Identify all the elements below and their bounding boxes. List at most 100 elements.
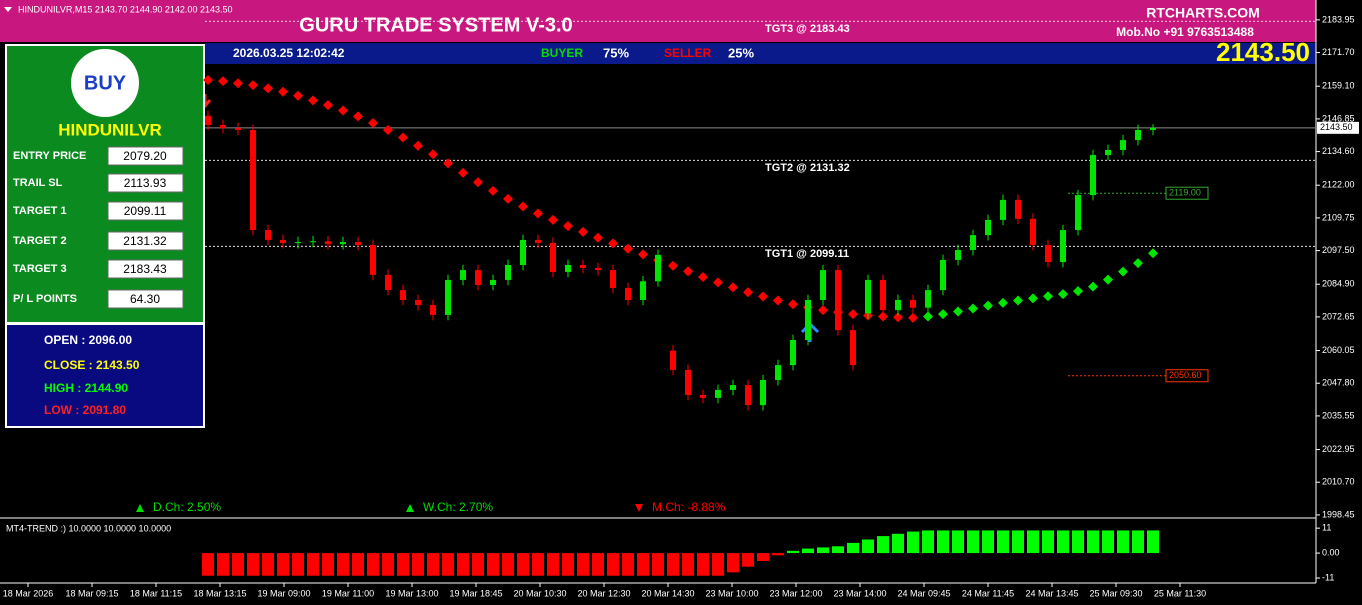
price-tag [1317, 121, 1359, 134]
change-arrow [635, 504, 643, 512]
candle-body [280, 239, 286, 244]
level-box [1165, 186, 1209, 200]
indicator-bar [217, 553, 229, 576]
row-value: 2113.93 [124, 176, 167, 190]
candle-body [880, 279, 886, 311]
candle-body [1000, 199, 1006, 220]
candle-body [265, 230, 271, 240]
indicator-bar [517, 553, 529, 576]
candle-body [370, 244, 376, 275]
indicator-bar [592, 553, 604, 576]
indicator-bar [577, 553, 589, 576]
candle-body [640, 281, 646, 300]
x-tick-label: 18 Mar 2026 [3, 588, 54, 598]
indicator-bar [1042, 530, 1054, 554]
x-tick-label: 25 Mar 09:30 [1089, 588, 1142, 598]
indicator-bar [922, 530, 934, 554]
indicator-bar [967, 530, 979, 554]
candle-body [205, 115, 211, 125]
menu-arrow [4, 7, 12, 12]
indicator-bar [787, 550, 799, 554]
trend-dot [278, 86, 288, 97]
trend-dot [758, 291, 768, 302]
trend-dot [1118, 266, 1128, 277]
value-box [107, 146, 184, 166]
candle-body [895, 299, 901, 311]
trend-dot [1088, 281, 1098, 292]
y-tick-label: 2146.85 [1322, 113, 1355, 123]
indicator-bar [1027, 530, 1039, 554]
seller-pct: 25% [728, 45, 754, 60]
indicator-bar [1057, 530, 1069, 554]
row-label: TARGET 2 [13, 235, 67, 247]
buyer-label: BUYER [541, 46, 583, 60]
candle-body [775, 365, 781, 381]
trend-dot [968, 303, 978, 314]
candle-body [655, 254, 661, 282]
x-tick-label: 23 Mar 14:00 [833, 588, 886, 598]
x-tick-label: 23 Mar 12:00 [769, 588, 822, 598]
value-box [107, 289, 184, 309]
ohlc-text: CLOSE : 2143.50 [44, 358, 140, 372]
x-tick-label: 24 Mar 13:45 [1025, 588, 1078, 598]
indicator-bar [727, 553, 739, 573]
candle-body [865, 279, 871, 314]
row-value: 2183.43 [123, 262, 167, 276]
trend-dot [743, 287, 753, 298]
indicator-bar [1117, 530, 1129, 554]
trend-dot [1133, 258, 1143, 269]
mobile: Mob.No +91 9763513488 [1116, 25, 1254, 39]
indicator-title: MT4-TREND :) 10.0000 10.0000 10.0000 [6, 523, 171, 533]
row-label: P/ L POINTS [13, 293, 77, 305]
trend-dot [848, 309, 858, 320]
candle-body [220, 124, 226, 129]
candle-body [850, 330, 856, 366]
indicator-bar [742, 553, 754, 567]
candle-body [670, 350, 676, 370]
y-tick-label: 2171.70 [1322, 47, 1355, 57]
trend-dot [818, 305, 828, 316]
indicator-bar [1132, 530, 1144, 554]
y-tick-label: 2060.05 [1322, 345, 1355, 355]
change-label: M.Ch: -8.88% [652, 500, 726, 514]
indicator-bar [1102, 530, 1114, 554]
indicator-bar [1087, 530, 1099, 554]
indicator-bar [547, 553, 559, 576]
trend-dot [263, 83, 273, 94]
indicator-bar [682, 553, 694, 576]
indicator-bar [532, 553, 544, 576]
y-tick-label: 2122.00 [1322, 180, 1355, 190]
y-tick-label: 2109.75 [1322, 212, 1355, 222]
trend-dot [983, 300, 993, 311]
y-tick-label: 2022.95 [1322, 444, 1355, 454]
indicator-bar [232, 553, 244, 576]
trend-dot [203, 75, 213, 86]
level-label: 2119.00 [1169, 188, 1201, 198]
indicator-bar [1072, 530, 1084, 554]
trend-dot [593, 232, 603, 243]
indicator-bar [757, 553, 769, 562]
candle-body [820, 270, 826, 300]
trend-dot [518, 201, 528, 212]
trend-dot [503, 193, 513, 204]
y-tick-label: 0.00 [1322, 547, 1340, 557]
change-label: W.Ch: 2.70% [423, 500, 493, 514]
candle-body [295, 242, 301, 244]
signal: BUY [84, 72, 127, 94]
indicator-bar [937, 530, 949, 554]
trend-dot [563, 221, 573, 232]
y-tick-label: 2159.10 [1322, 81, 1355, 91]
seller-label: SELLER [664, 46, 712, 60]
candle-body [1105, 149, 1111, 156]
indicator-bar [607, 553, 619, 576]
trend-dot [878, 311, 888, 322]
candle-body [685, 369, 691, 395]
site: RTCHARTS.COM [1146, 5, 1260, 21]
candle-body [415, 299, 421, 306]
candle-body [790, 339, 796, 366]
trend-dot [1043, 291, 1053, 302]
trend-dot [608, 238, 618, 249]
candle-body [580, 265, 586, 268]
change-arrow [406, 504, 414, 512]
